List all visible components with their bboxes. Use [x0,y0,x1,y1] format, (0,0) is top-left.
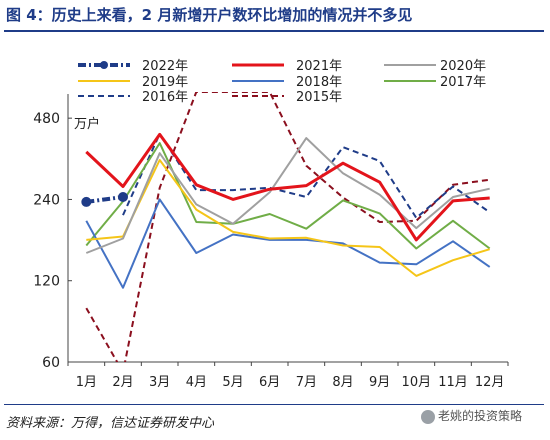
source-rule [4,404,544,405]
x-tick-label: 8月 [332,375,353,390]
legend-label: 2019年 [142,75,188,90]
y-tick-label: 120 [33,274,60,290]
x-tick-label: 10月 [402,375,432,390]
series-line-2018年 [85,198,491,289]
legend-label: 2020年 [440,59,486,74]
x-tick-label: 11月 [438,375,468,390]
figure-title: 图 4：历史上来看，2 月新增开户数环比增加的情况并不多见 [6,6,413,24]
y-unit-label: 万户 [74,116,100,132]
y-tick-label: 240 [33,192,60,208]
x-tick-label: 9月 [369,375,390,390]
x-tick-label: 4月 [186,375,207,390]
legend-label: 2022年 [142,59,188,74]
series-line-2021年 [85,132,490,242]
x-tick-label: 12月 [475,375,505,390]
watermark: 老姚的投资策略 [418,406,526,425]
series-line-2020年 [85,137,490,254]
x-tick-label: 2月 [112,375,133,390]
y-tick-label: 480 [33,111,60,127]
legend-label: 2016年 [142,90,188,105]
series-point-2022年 [81,196,92,207]
series-line-2015年 [85,92,490,362]
x-tick-label: 5月 [222,375,243,390]
series-line-2016年 [122,132,491,219]
series-line-2019年 [86,159,490,277]
series-line-2022年 [86,195,124,204]
title-rule [4,30,544,32]
legend-label: 2015年 [296,90,342,105]
source-note: 资料来源：万得，信达证券研发中心 [6,416,215,431]
y-tick-label: 60 [42,355,60,371]
legend-swatch-marker [100,61,108,69]
x-tick-label: 3月 [149,375,170,390]
line-chart: 60 120 240 480 万户 1月 2月 3月 4月 5月 6月 7月 8月 9月 10月 11月 12月… [33,59,509,390]
x-tick-label: 6月 [259,375,280,390]
x-tick-label: 1月 [76,375,97,390]
series-line-2017年 [85,142,491,250]
x-tick-label: 7月 [296,375,317,390]
series-point-2022年 [118,192,128,203]
legend-label: 2021年 [296,59,342,74]
legend-label: 2018年 [296,75,342,90]
watermark-text: 老姚的投资策略 [438,409,523,423]
legend-label: 2017年 [440,75,486,90]
wechat-icon [421,409,435,424]
